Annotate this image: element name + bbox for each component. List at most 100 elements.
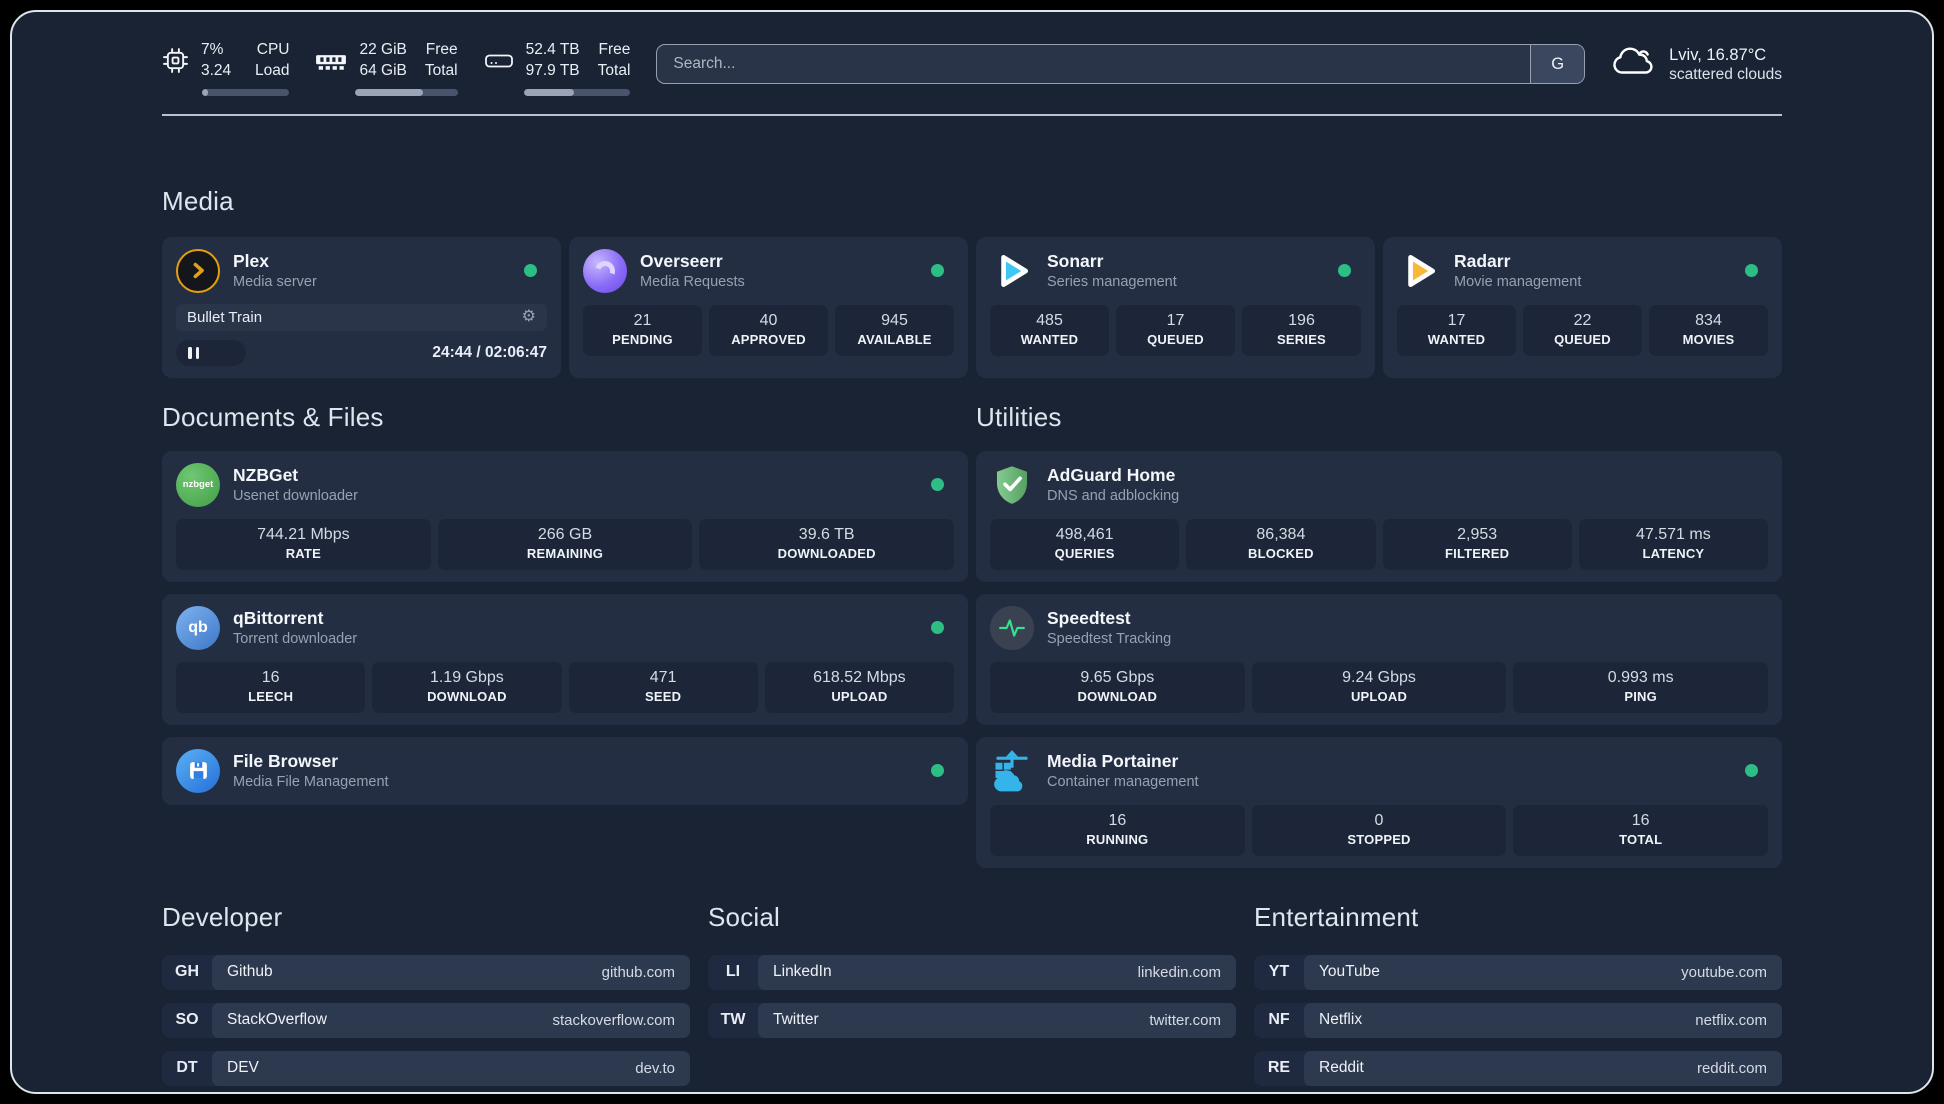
playback-time: 24:44 / 02:06:47	[432, 343, 547, 361]
radarr-icon	[1397, 249, 1441, 293]
link-url: linkedin.com	[1137, 963, 1221, 981]
memory-total-value: 64 GiB	[359, 61, 407, 79]
link-abbr: DT	[176, 1059, 198, 1077]
card-title: AdGuard Home	[1047, 465, 1176, 486]
status-dot	[1745, 764, 1758, 778]
link-url: dev.to	[635, 1059, 675, 1077]
weather-widget[interactable]: Lviv, 16.87°C scattered clouds	[1611, 38, 1782, 84]
weather-condition: scattered clouds	[1669, 66, 1782, 84]
card-title: NZBGet	[233, 465, 299, 486]
stat-series: 196 SERIES	[1242, 304, 1361, 356]
storage-icon	[484, 50, 514, 72]
gear-icon[interactable]: ⚙	[521, 308, 536, 326]
card-speedtest[interactable]: Speedtest Speedtest Tracking 9.65 Gbps DO…	[976, 593, 1782, 725]
status-dot	[931, 478, 944, 492]
card-qbittorrent[interactable]: qb qBittorrent Torrent downloader 16 LEEC…	[162, 593, 968, 725]
cloud-icon	[1611, 46, 1655, 82]
memory-free-value: 22 GiB	[359, 41, 407, 58]
link-netflix[interactable]: NF Netflix netflix.com	[1254, 1002, 1782, 1038]
memory-icon	[315, 50, 347, 72]
link-github[interactable]: GH Github github.com	[162, 954, 690, 990]
card-subtitle: Usenet downloader	[233, 488, 358, 505]
stat-leech: 16 LEECH	[176, 661, 366, 713]
card-nzbget[interactable]: nzbget NZBGet Usenet downloader 744.21 M…	[162, 450, 968, 582]
stat-ping: 0.993 ms PING	[1513, 661, 1769, 713]
card-sonarr[interactable]: Sonarr Series management 485 WANTED 17 QUE…	[976, 236, 1375, 378]
link-stackoverflow[interactable]: SO StackOverflow stackoverflow.com	[162, 1002, 690, 1038]
card-title: Sonarr	[1047, 251, 1104, 272]
system-stats: 7% 3.24 CPU Load	[162, 38, 631, 96]
stat-queries: 498,461 QUERIES	[990, 518, 1180, 570]
adguard-icon	[990, 463, 1034, 507]
portainer-icon	[990, 749, 1034, 793]
cpu-label: CPU	[256, 41, 290, 58]
now-playing-title: Bullet Train	[187, 308, 263, 326]
memory-free-label: Free	[425, 41, 458, 58]
link-name: YouTube	[1319, 963, 1380, 981]
cpu-stat: 7% 3.24 CPU Load	[162, 40, 290, 96]
media-cards-row: Plex Media server Bullet Train ⚙ 24:44 /…	[162, 236, 1782, 378]
card-subtitle: DNS and adblocking	[1047, 488, 1180, 505]
section-title-social: Social	[708, 901, 781, 932]
link-dev[interactable]: DT DEV dev.to	[162, 1050, 690, 1086]
stat-latency: 47.571 ms LATENCY	[1578, 518, 1768, 570]
stat-approved: 40 APPROVED	[709, 304, 828, 356]
link-url: netflix.com	[1695, 1011, 1767, 1029]
card-portainer[interactable]: Media Portainer Container management 16 R…	[976, 736, 1782, 868]
stat-wanted: 485 WANTED	[990, 304, 1109, 356]
stat-remaining: 266 GB REMAINING	[437, 518, 693, 570]
stat-blocked: 86,384 BLOCKED	[1186, 518, 1376, 570]
link-linkedin[interactable]: LI LinkedIn linkedin.com	[708, 954, 1236, 990]
status-dot	[1745, 264, 1758, 278]
card-plex[interactable]: Plex Media server Bullet Train ⚙ 24:44 /…	[162, 236, 561, 378]
stat-seed: 471 SEED	[568, 661, 758, 713]
card-adguard[interactable]: AdGuard Home DNS and adblocking 498,461 Q…	[976, 450, 1782, 582]
cpu-icon	[162, 47, 189, 74]
social-links: Social LI LinkedIn linkedin.com TW Twitt…	[708, 902, 1236, 1038]
search-engine-button[interactable]: G	[1530, 45, 1585, 83]
entertainment-links: Entertainment YT YouTube youtube.com NF …	[1254, 902, 1782, 1086]
player-row: 24:44 / 02:06:47	[176, 339, 547, 366]
link-abbr: RE	[1267, 1059, 1291, 1077]
search-input[interactable]	[657, 45, 1531, 83]
storage-total-value: 97.9 TB	[525, 61, 580, 79]
sonarr-icon	[990, 249, 1034, 293]
card-filebrowser[interactable]: File Browser Media File Management	[162, 736, 968, 805]
card-title: Overseerr	[640, 251, 723, 272]
card-title: qBittorrent	[233, 608, 324, 629]
plex-icon	[176, 248, 220, 293]
speedtest-icon	[990, 605, 1034, 650]
card-subtitle: Movie management	[1454, 274, 1582, 291]
storage-total-label: Total	[597, 61, 631, 79]
card-overseerr[interactable]: Overseerr Media Requests 21 PENDING 40 APP…	[569, 236, 968, 378]
storage-progress-track	[523, 88, 631, 96]
link-twitter[interactable]: TW Twitter twitter.com	[708, 1002, 1236, 1038]
stat-running: 16 RUNNING	[990, 804, 1245, 856]
section-title-entertainment: Entertainment	[1254, 901, 1419, 932]
stat-queued: 22 QUEUED	[1523, 304, 1642, 356]
link-name: Twitter	[773, 1011, 819, 1029]
dashboard-window: 7% 3.24 CPU Load	[10, 10, 1934, 1094]
stat-stopped: 0 STOPPED	[1251, 804, 1507, 856]
stat-queued: 17 QUEUED	[1116, 304, 1235, 356]
memory-total-label: Total	[424, 61, 458, 79]
card-radarr[interactable]: Radarr Movie management 17 WANTED 22 QUEUE…	[1383, 236, 1782, 378]
weather-location-temp: Lviv, 16.87°C	[1669, 46, 1767, 64]
card-subtitle: Media File Management	[233, 774, 389, 791]
search-bar: G	[656, 44, 1586, 84]
link-abbr: LI	[725, 963, 741, 981]
link-url: stackoverflow.com	[552, 1011, 675, 1029]
link-reddit[interactable]: RE Reddit reddit.com	[1254, 1050, 1782, 1086]
stat-movies: 834 MOVIES	[1649, 304, 1768, 356]
link-name: Github	[227, 963, 273, 981]
link-youtube[interactable]: YT YouTube youtube.com	[1254, 954, 1782, 990]
now-playing-row: Bullet Train ⚙	[176, 303, 547, 331]
stat-upload: 618.52 Mbps UPLOAD	[764, 661, 954, 713]
overseerr-icon	[583, 248, 627, 293]
link-name: DEV	[227, 1059, 259, 1077]
card-subtitle: Media server	[233, 274, 317, 291]
card-subtitle: Torrent downloader	[233, 631, 358, 648]
documents-column: Documents & Files nzbget NZBGet Usenet d…	[162, 402, 968, 805]
stat-total: 16 TOTAL	[1513, 804, 1769, 856]
pause-button[interactable]	[176, 339, 246, 366]
